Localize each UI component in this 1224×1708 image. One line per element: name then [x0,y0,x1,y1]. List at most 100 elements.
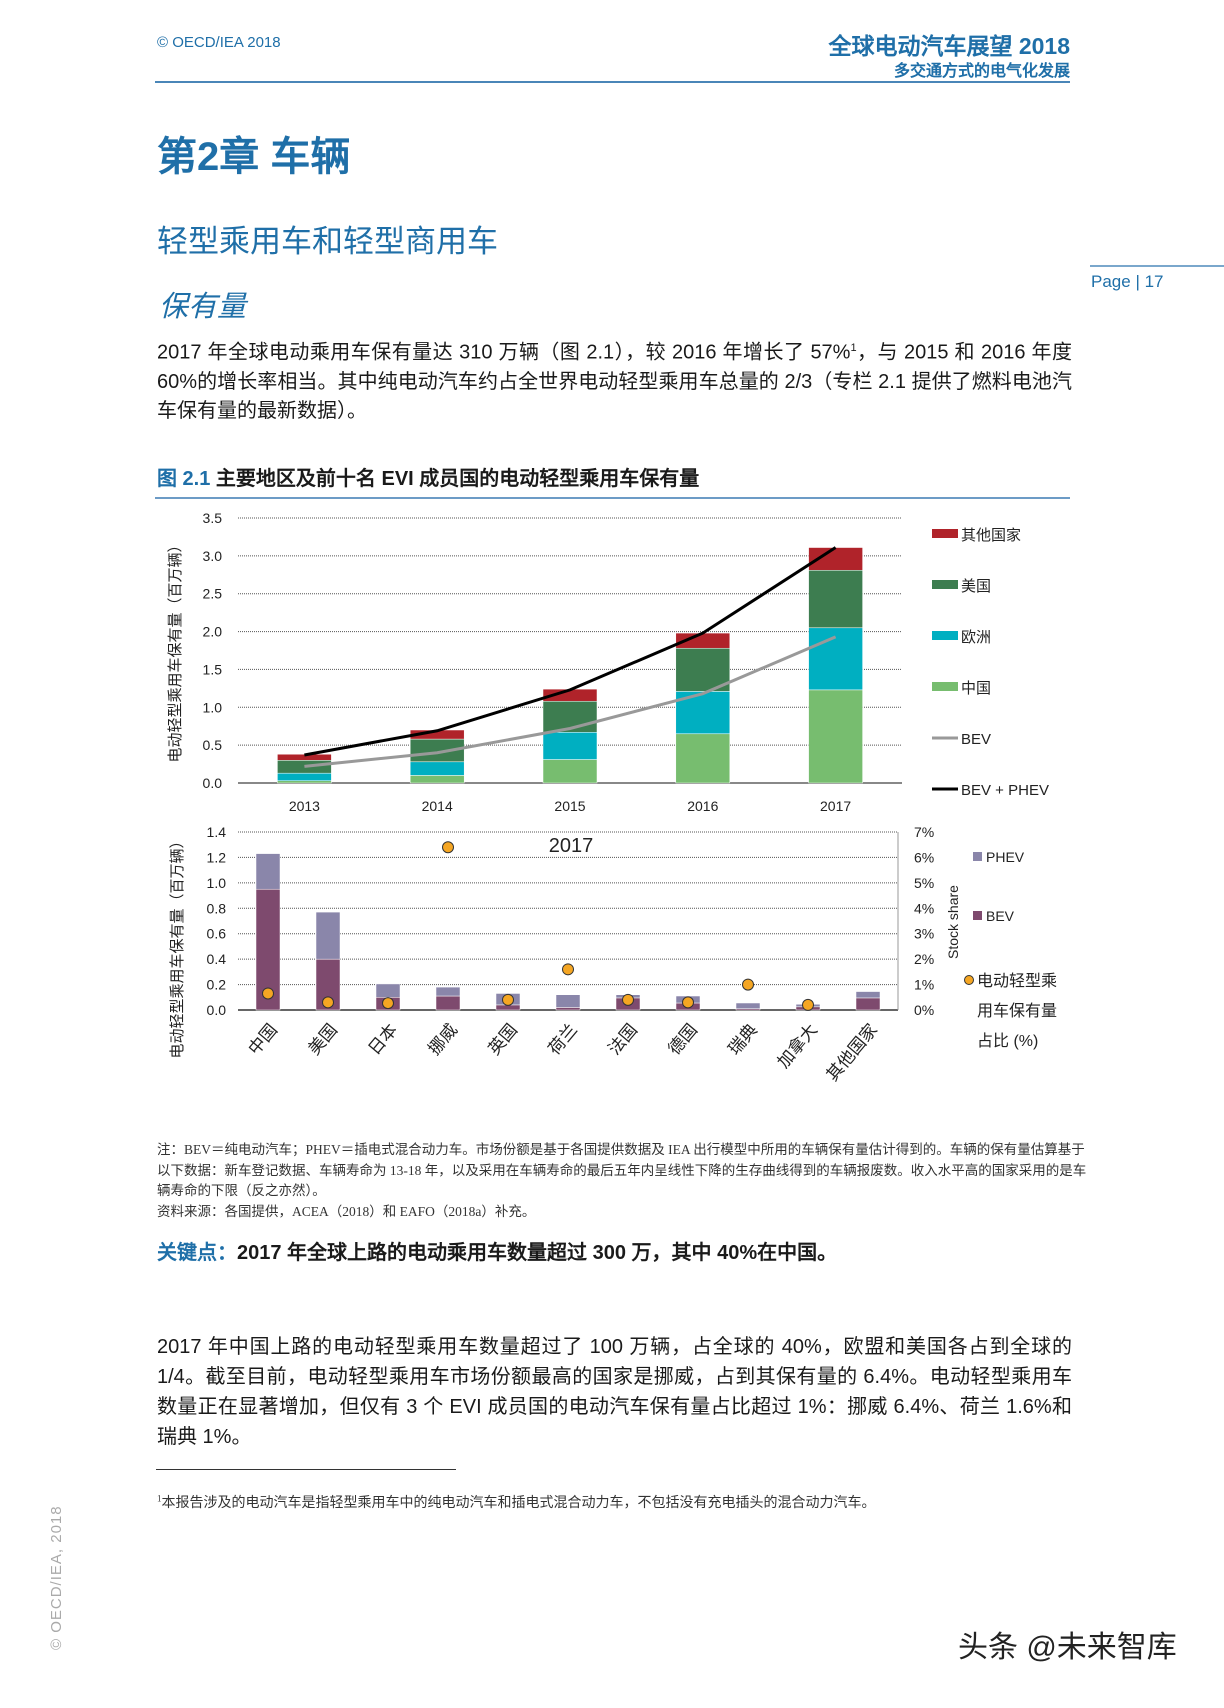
report-subtitle: 多交通方式的电气化发展 [893,63,1070,80]
y-tick-label: 3.0 [203,548,223,564]
intro-paragraph: 2017 年全球电动乘用车保有量达 310 万辆（图 2.1），较 2016 年… [157,334,1072,426]
y-tick-label: 0.4 [207,951,227,967]
y-tick-label: 2.5 [203,586,223,602]
subsection-title: 保有量 [159,291,247,323]
section-title: 轻型乘用车和轻型商用车 [157,224,498,259]
figure-title: 图 2.1 主要地区及前十名 EVI 成员国的电动轻型乘用车保有量 [157,462,699,491]
y-tick-label: 0.0 [203,775,223,791]
chapter-title: 第2章 车辆 [157,135,351,179]
y-tick-label: 0.6 [207,926,227,942]
stock-share-point [502,993,514,1006]
legend-label: 欧洲 [961,629,991,646]
y2-tick-label: 3% [914,926,934,942]
x-tick-label: 瑞典 [725,1020,761,1058]
bar-segment-bev [435,995,461,1011]
bar-segment-bev [855,997,881,1011]
report-title: 全球电动汽车展望 2018 [828,33,1070,59]
x-tick-label: 中国 [245,1020,281,1058]
legend-swatch [932,682,958,691]
x-tick-label: 荷兰 [545,1020,581,1058]
legend-label: PHEV [986,849,1025,865]
watermark: 头条 @未来智库 [958,1631,1177,1664]
bar-segment-phev [375,983,401,998]
y-tick-label: 2.0 [203,624,223,640]
line-series-bev [304,635,837,768]
header-copyright: © OECD/IEA 2018 [157,34,281,51]
y-tick-label: 1.4 [207,824,227,840]
stock-share-point [322,996,334,1009]
key-point-text: 2017 年全球上路的电动乘用车数量超过 300 万，其中 40%在中国。 [237,1242,838,1264]
y2-axis-label: Stock share [945,885,961,959]
notes-source: 资料来源：各国提供，ACEA（2018）和 EAFO（2018a）补充。 [157,1203,536,1219]
x-tick-label: 2013 [289,798,320,814]
legend-swatch-bev [973,911,982,920]
header-divider [155,81,1070,83]
bar-segment-欧洲 [542,732,598,760]
legend-label: 用车保有量 [977,1002,1057,1020]
key-point-label: 关键点： [157,1242,237,1264]
x-tick-label: 美国 [305,1020,341,1058]
legend-swatch [932,631,958,640]
x-tick-label: 2016 [687,798,718,814]
bar-segment-phev [315,911,341,960]
page-divider [1090,265,1224,267]
x-tick-label: 德国 [665,1020,701,1058]
y2-tick-label: 0% [914,1002,934,1018]
legend-label: BEV + PHEV [961,782,1049,799]
legend-label: BEV [961,731,991,748]
footnote-text: 本报告涉及的电动汽车是指轻型乘用车中的纯电动汽车和插电式混合动力车，不包括没有充… [161,1496,876,1511]
page-number-value: 17 [1144,272,1164,291]
stock-share-point [562,963,574,976]
line-series-bev-phev [304,546,837,757]
y-tick-label: 1.2 [207,849,227,865]
y-tick-label: 1.0 [207,875,227,891]
y2-tick-label: 2% [914,951,934,967]
y-tick-label: 0.5 [203,737,223,753]
page-label: Page [1091,272,1131,291]
y-tick-label: 3.5 [203,510,223,526]
footnote: 1本报告涉及的电动汽车是指轻型乘用车中的纯电动汽车和插电式混合动力车，不包括没有… [157,1492,876,1512]
intro-text-cont: ，与 2015 和 2016 年度 60%的增长率相当。其中纯电动汽车约占全世界… [157,341,1072,422]
bar-segment-中国 [542,759,598,784]
bar-segment-中国 [808,689,863,784]
stock-share-point [682,996,694,1009]
bar-segment-美国 [675,647,731,692]
y2-tick-label: 4% [914,900,934,916]
bar-segment-其他国家 [277,753,332,761]
bar-segment-美国 [277,760,332,774]
bar-segment-中国 [675,733,731,784]
bottom-chart: 0.0 0% 0.2 1% 0.4 2% 0.6 3% 0.8 4% 1.0 5% 1.2 6% 1.4 7%… [169,824,1057,1085]
key-point: 关键点：2017 年全球上路的电动乘用车数量超过 300 万，其中 40%在中国… [157,1236,837,1265]
chart-annotation-year: 2017 [549,835,594,857]
figure-caption: 主要地区及前十名 EVI 成员国的电动轻型乘用车保有量 [215,468,700,490]
stock-share-point [442,841,454,854]
figure-notes: 注：BEV＝纯电动汽车；PHEV＝插电式混合动力车。市场份额是基于各国提供数据及… [157,1140,1087,1222]
legend-swatch-share [964,975,974,985]
x-tick-label: 挪威 [425,1020,461,1058]
y-tick-label: 0.8 [207,900,227,916]
bar-segment-美国 [808,569,863,629]
stock-share-point [742,978,754,991]
stock-share-point [262,987,274,1000]
bar-segment-欧洲 [409,761,465,776]
x-tick-label: 加拿大 [773,1020,821,1072]
y-axis-label: 电动轻型乘用车保有量（百万辆） [167,537,184,762]
page-number: Page | 17 [1091,272,1164,292]
bar-segment-phev [555,994,581,1008]
x-tick-label: 英国 [485,1020,521,1058]
bar-segment-phev [255,853,281,890]
footnote-ref[interactable]: 1 [850,342,857,354]
legend-label: 其他国家 [961,527,1021,544]
intro-text: 2017 年全球电动乘用车保有量达 310 万辆（图 2.1），较 2016 年… [157,341,851,364]
bar-segment-中国 [409,775,465,784]
x-tick-label: 2014 [422,798,453,814]
y2-tick-label: 1% [914,977,934,993]
body-paragraph: 2017 年中国上路的电动轻型乘用车数量超过了 100 万辆，占全球的 40%，… [157,1336,1072,1448]
notes-text: 注：BEV＝纯电动汽车；PHEV＝插电式混合动力车。市场份额是基于各国提供数据及… [157,1142,1087,1198]
y2-tick-label: 6% [914,849,934,865]
legend-label: 美国 [961,578,991,595]
bar-segment-中国 [277,780,332,784]
bar-segment-phev [855,991,881,999]
legend-swatch [932,529,958,538]
